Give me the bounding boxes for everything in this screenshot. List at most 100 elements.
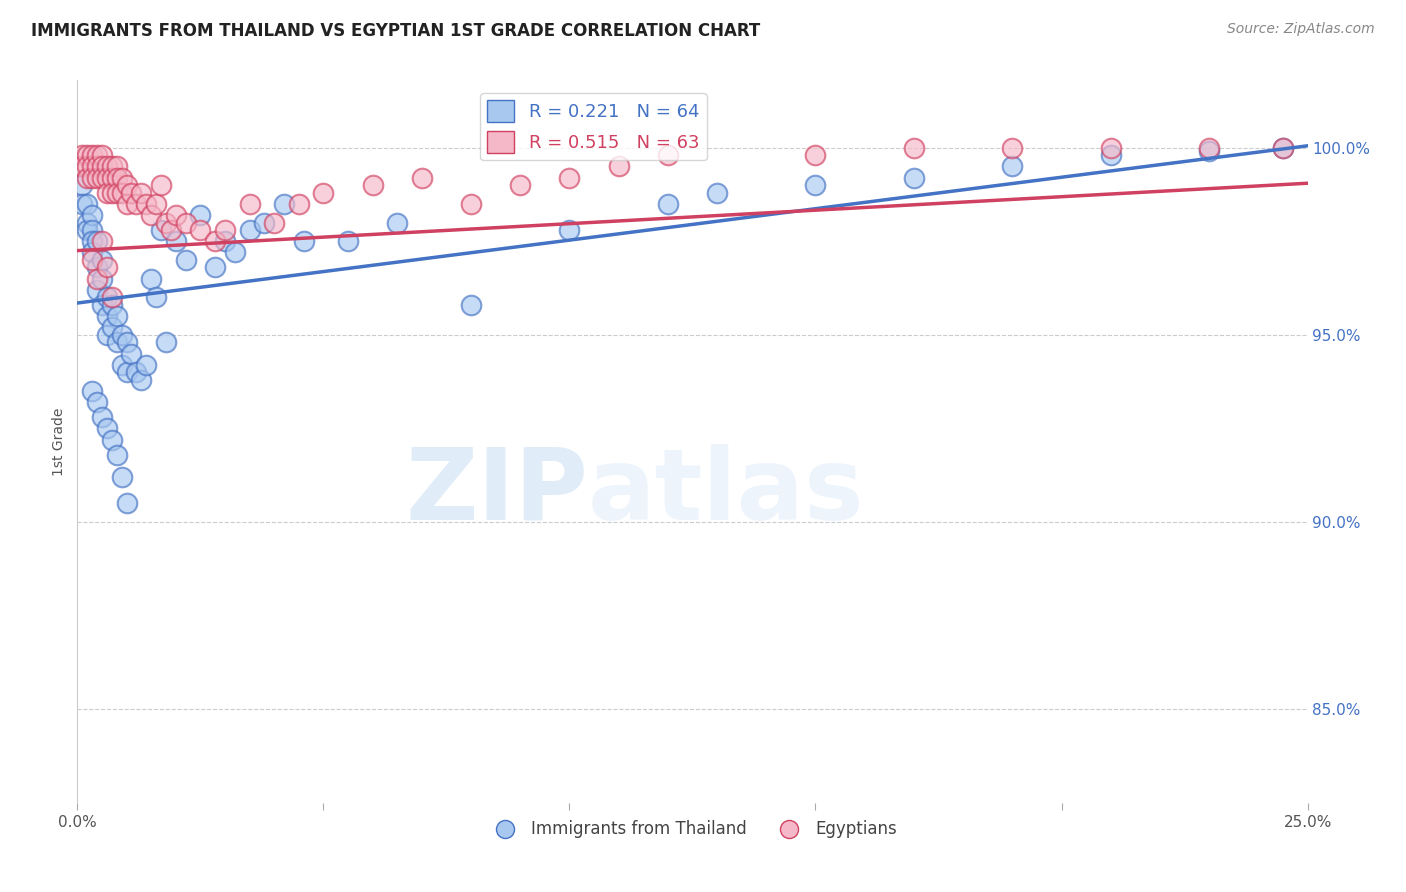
Point	[101, 433, 124, 447]
Point	[150, 178, 173, 193]
Point	[903, 141, 925, 155]
Point	[96, 160, 118, 174]
Point	[90, 271, 114, 285]
Point	[150, 223, 173, 237]
Point	[96, 186, 118, 200]
Point	[90, 160, 114, 174]
Point	[70, 160, 93, 174]
Point	[1272, 141, 1295, 155]
Point	[141, 271, 163, 285]
Point	[70, 196, 93, 211]
Point	[1198, 145, 1220, 159]
Point	[253, 215, 276, 229]
Point	[105, 160, 128, 174]
Point	[204, 260, 226, 275]
Point	[76, 148, 98, 162]
Point	[70, 148, 93, 162]
Point	[460, 298, 482, 312]
Point	[263, 215, 285, 229]
Point	[76, 160, 98, 174]
Point	[411, 170, 433, 185]
Point	[82, 148, 104, 162]
Point	[101, 298, 124, 312]
Point	[90, 298, 114, 312]
Legend: Immigrants from Thailand, Egyptians: Immigrants from Thailand, Egyptians	[481, 814, 904, 845]
Point	[76, 170, 98, 185]
Point	[657, 148, 679, 162]
Point	[101, 186, 124, 200]
Point	[86, 271, 108, 285]
Text: Source: ZipAtlas.com: Source: ZipAtlas.com	[1227, 22, 1375, 37]
Point	[1099, 141, 1122, 155]
Point	[115, 196, 138, 211]
Text: IMMIGRANTS FROM THAILAND VS EGYPTIAN 1ST GRADE CORRELATION CHART: IMMIGRANTS FROM THAILAND VS EGYPTIAN 1ST…	[31, 22, 761, 40]
Point	[509, 178, 531, 193]
Point	[214, 234, 236, 248]
Point	[188, 223, 212, 237]
Point	[155, 335, 177, 350]
Point	[1272, 141, 1295, 155]
Point	[86, 234, 108, 248]
Point	[86, 148, 108, 162]
Point	[105, 309, 128, 323]
Point	[804, 148, 827, 162]
Point	[558, 223, 581, 237]
Point	[188, 208, 212, 222]
Point	[145, 290, 167, 304]
Point	[121, 346, 143, 360]
Point	[121, 186, 143, 200]
Point	[239, 223, 262, 237]
Point	[385, 215, 409, 229]
Point	[86, 395, 108, 409]
Point	[101, 160, 124, 174]
Point	[165, 208, 187, 222]
Text: ZIP: ZIP	[405, 443, 588, 541]
Point	[70, 178, 93, 193]
Point	[90, 252, 114, 267]
Point	[115, 178, 138, 193]
Point	[90, 410, 114, 425]
Point	[82, 384, 104, 398]
Point	[96, 170, 118, 185]
Point	[174, 215, 197, 229]
Point	[90, 148, 114, 162]
Point	[76, 223, 98, 237]
Point	[607, 160, 630, 174]
Point	[96, 309, 118, 323]
Point	[558, 170, 581, 185]
Point	[125, 365, 148, 379]
Point	[86, 170, 108, 185]
Point	[105, 170, 128, 185]
Point	[657, 196, 679, 211]
Point	[105, 186, 128, 200]
Point	[90, 170, 114, 185]
Point	[96, 260, 118, 275]
Point	[288, 196, 311, 211]
Point	[337, 234, 360, 248]
Point	[115, 335, 138, 350]
Point	[1001, 160, 1024, 174]
Point	[76, 215, 98, 229]
Point	[312, 186, 335, 200]
Point	[214, 223, 236, 237]
Point	[96, 421, 118, 435]
Point	[361, 178, 384, 193]
Point	[706, 186, 728, 200]
Point	[86, 283, 108, 297]
Point	[82, 170, 104, 185]
Point	[160, 223, 183, 237]
Point	[101, 290, 124, 304]
Point	[86, 160, 108, 174]
Point	[174, 252, 197, 267]
Point	[101, 170, 124, 185]
Point	[115, 496, 138, 510]
Point	[145, 196, 167, 211]
Point	[155, 215, 177, 229]
Point	[111, 470, 132, 484]
Point	[82, 234, 104, 248]
Point	[76, 196, 98, 211]
Point	[292, 234, 315, 248]
Point	[460, 196, 482, 211]
Point	[129, 186, 153, 200]
Point	[273, 196, 295, 211]
